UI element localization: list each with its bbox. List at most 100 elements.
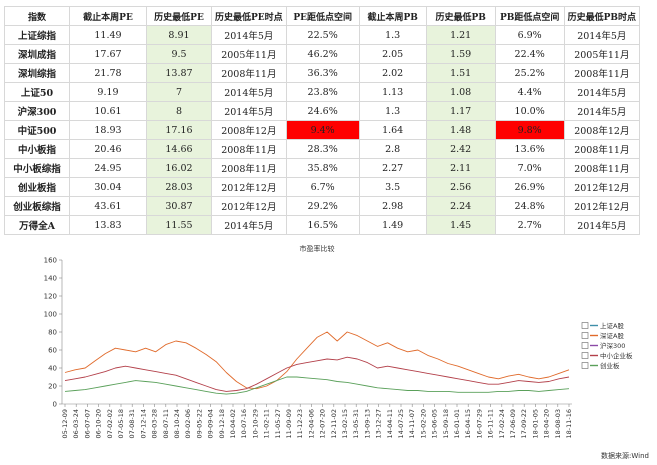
legend-label: 沪深300 — [600, 341, 625, 350]
x-tick-label: 12-04-06 — [307, 409, 315, 439]
legend-checkbox — [581, 322, 589, 329]
series-line-4 — [64, 376, 570, 395]
x-tick-label: 17-06-09 — [509, 409, 517, 439]
x-tick-label: 07-08-31 — [128, 409, 136, 439]
x-tick-label: 11-09-09 — [285, 409, 293, 439]
header-pb-current: 截止本周PB — [358, 6, 427, 26]
x-tick-label: 08-07-11 — [162, 409, 170, 439]
value-cell: 23.8% — [285, 82, 360, 102]
series-line-1 — [64, 331, 570, 390]
value-cell: 1.51 — [425, 63, 496, 83]
value-cell: 21.78 — [69, 63, 147, 83]
value-cell: 22.4% — [494, 44, 565, 64]
x-tick-label: 17-02-24 — [498, 409, 506, 439]
pe-comparison-chart: 市盈率比较 0 20 40 60 80 100 120 140 160 05-12-09 06-03-… — [44, 244, 633, 439]
value-cell: 1.48 — [425, 120, 496, 140]
value-cell: 2008年12月 — [211, 120, 287, 140]
value-cell: 1.49 — [358, 215, 427, 235]
value-cell: 2012年12月 — [563, 196, 641, 216]
value-cell: 2008年11月 — [211, 158, 287, 178]
value-cell: 10.0% — [494, 101, 565, 121]
table-row: 创业板综指 43.61 30.87 2012年12月 29.2% 2.98 2.24 24.8… — [4, 196, 641, 216]
index-name-cell: 深圳综指 — [4, 63, 70, 83]
value-cell: 3.5 — [358, 177, 427, 197]
value-cell: 2008年12月 — [563, 120, 641, 140]
x-tick-label: 11-05-27 — [274, 409, 282, 439]
x-tick-label: 10-10-29 — [251, 409, 259, 439]
value-cell: 9.19 — [69, 82, 147, 102]
series-line-3 — [64, 356, 570, 392]
legend-checkbox — [581, 332, 589, 339]
value-cell: 2014年5月 — [563, 82, 641, 102]
index-name-cell: 沪深300 — [4, 101, 70, 121]
value-cell: 2012年12月 — [563, 177, 641, 197]
value-cell: 1.3 — [358, 101, 427, 121]
y-tick-label: 40 — [48, 365, 57, 373]
value-cell: 9.4% — [285, 120, 360, 140]
x-tick-label: 14-07-25 — [397, 409, 405, 439]
index-name-cell: 上证综指 — [4, 25, 70, 45]
value-cell: 8 — [146, 101, 212, 121]
x-tick-label: 08-03-28 — [151, 409, 159, 439]
table-row: 创业板指 30.04 28.03 2012年12月 6.7% 3.5 2.56 26.9% 20… — [4, 177, 641, 197]
table-body: 上证综指 11.49 8.91 2014年5月 22.5% 1.3 1.21 6.9% 2014… — [4, 25, 641, 235]
x-tick-label: 15-02-20 — [419, 409, 427, 439]
value-cell: 17.16 — [146, 120, 212, 140]
value-cell: 11.49 — [69, 25, 147, 45]
value-cell: 1.08 — [425, 82, 496, 102]
x-tick-label: 09-12-18 — [218, 409, 226, 439]
table-row: 沪深300 10.61 8 2014年5月 24.6% 1.3 1.17 10.0% 2014年… — [4, 101, 641, 121]
value-cell: 46.2% — [285, 44, 360, 64]
index-name-cell: 创业板综指 — [4, 196, 70, 216]
x-tick-label: 09-09-04 — [207, 409, 215, 439]
value-cell: 2.98 — [358, 196, 427, 216]
legend-label: 中小企业板 — [600, 351, 633, 360]
chart-title: 市盈率比较 — [300, 244, 335, 253]
value-cell: 2008年11月 — [211, 63, 287, 83]
x-tick-label: 18-04-20 — [543, 409, 551, 439]
value-cell: 2014年5月 — [211, 25, 287, 45]
value-cell: 2008年11月 — [563, 139, 641, 159]
x-tick-label: 16-07-29 — [475, 409, 483, 439]
header-pb-low: 历史最低PB — [425, 6, 496, 26]
header-pe-low: 历史最低PE — [146, 6, 212, 26]
x-tick-label: 05-12-09 — [61, 409, 69, 439]
value-cell: 2.24 — [425, 196, 496, 216]
index-name-cell: 上证50 — [4, 82, 70, 102]
valuation-table: 指数 截止本周PE 历史最低PE 历史最低PE时点 PE距低点空间 截止本周PB… — [4, 6, 641, 235]
y-tick-label: 0 — [53, 401, 57, 409]
data-source-note: 数据来源:Wind — [601, 452, 649, 460]
x-tick-label: 15-09-18 — [442, 409, 450, 439]
value-cell: 36.3% — [285, 63, 360, 83]
legend-checkbox — [581, 342, 589, 349]
value-cell: 26.9% — [494, 177, 565, 197]
x-tick-label: 18-01-05 — [531, 409, 539, 439]
index-name-cell: 深圳成指 — [4, 44, 70, 64]
value-cell: 13.83 — [69, 215, 147, 235]
legend-label: 上证A股 — [600, 321, 624, 330]
value-cell: 1.45 — [425, 215, 496, 235]
x-tick-label: 16-01-01 — [453, 409, 461, 439]
x-tick-label: 11-02-11 — [263, 409, 271, 439]
header-pb-space: PB距低点空间 — [494, 6, 565, 26]
table-row: 上证50 9.19 7 2014年5月 23.8% 1.13 1.08 4.4% 2014年5月 — [4, 82, 641, 102]
value-cell: 2.42 — [425, 139, 496, 159]
value-cell: 16.02 — [146, 158, 212, 178]
value-cell: 8.91 — [146, 25, 212, 45]
value-cell: 2014年5月 — [211, 82, 287, 102]
x-tick-label: 09-05-22 — [195, 409, 203, 439]
x-tick-label: 07-12-14 — [139, 409, 147, 439]
x-tick-label: 13-02-15 — [341, 409, 349, 439]
value-cell: 14.66 — [146, 139, 212, 159]
x-tick-label: 13-09-13 — [363, 409, 371, 439]
y-tick-label: 20 — [48, 383, 57, 391]
value-cell: 2012年12月 — [211, 196, 287, 216]
value-cell: 1.64 — [358, 120, 427, 140]
index-name-cell: 中小板综指 — [4, 158, 70, 178]
value-cell: 2.11 — [425, 158, 496, 178]
value-cell: 29.2% — [285, 196, 360, 216]
value-cell: 28.03 — [146, 177, 212, 197]
x-tick-label: 12-07-20 — [319, 409, 327, 439]
value-cell: 2008年11月 — [211, 139, 287, 159]
header-pe-space: PE距低点空间 — [285, 6, 360, 26]
